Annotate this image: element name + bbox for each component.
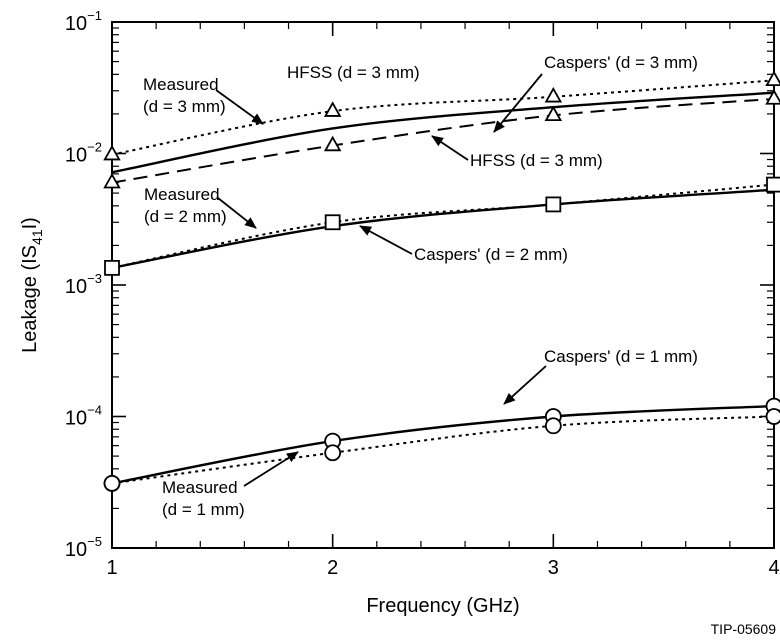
annotation-hfss-3mm-upper: HFSS (d = 3 mm) <box>287 63 420 82</box>
triangle-marker <box>323 101 342 117</box>
y-axis-label-end: I) <box>19 217 41 229</box>
series-line-4 <box>111 188 775 270</box>
annotation-measured-1mm-arrow <box>243 451 299 487</box>
annotation-caspers-1mm-arrow <box>503 365 547 405</box>
annotation-caspers-2mm: Caspers' (d = 2 mm) <box>414 245 568 264</box>
annotation-caspers-3mm-arrow <box>493 73 543 133</box>
square-marker <box>766 176 780 193</box>
y-tick-label: 10−1 <box>65 8 102 35</box>
annotation-caspers-2mm-arrow <box>359 225 413 255</box>
circle-marker <box>544 417 562 435</box>
x-tick-label: 3 <box>548 557 559 579</box>
annotation-measured-2mm: Measured (d = 2 mm) <box>144 185 227 226</box>
figure-credit: TIP-05609 <box>711 621 777 637</box>
y-tick-labels: 10−5 10−4 10−3 10−2 10−1 <box>65 8 102 561</box>
annotation-measured-3mm: Measured (d = 3 mm) <box>143 75 226 116</box>
square-marker <box>545 196 562 213</box>
triangle-marker <box>765 70 780 87</box>
triangle-marker <box>103 144 121 161</box>
y-tick-label: 10−4 <box>65 403 102 430</box>
x-tick-labels: 1 2 3 4 <box>106 557 779 579</box>
annotation-measured-2mm-arrow <box>217 197 257 229</box>
series-line-3 <box>111 183 775 269</box>
x-axis-label: Frequency (GHz) <box>366 595 519 617</box>
y-tick-label: 10−2 <box>65 140 102 167</box>
circle-marker <box>324 444 342 462</box>
y-axis-label-main: Leakage (IS <box>19 245 41 353</box>
triangle-marker <box>765 89 780 105</box>
x-tick-label: 2 <box>327 557 338 579</box>
y-tick-label: 10−3 <box>65 271 102 298</box>
series-line-1 <box>111 91 775 174</box>
x-tick-label: 1 <box>106 557 117 579</box>
triangle-marker <box>544 86 563 103</box>
triangle-marker <box>103 172 121 189</box>
triangle-marker <box>544 105 563 122</box>
annotation-layer: HFSS (d = 3 mm) Caspers' (d = 3 mm) Meas… <box>143 53 698 519</box>
series-line-6 <box>111 415 775 485</box>
triangle-marker <box>323 135 342 152</box>
square-marker <box>104 259 120 276</box>
y-axis-label: Leakage (IS41I) <box>19 217 45 353</box>
y-tick-label: 10−5 <box>65 534 102 561</box>
annotation-measured-1mm: Measured (d = 1 mm) <box>162 478 245 519</box>
circle-marker <box>765 408 780 425</box>
square-marker <box>324 214 341 231</box>
y-axis-label-sub: 41 <box>29 229 45 245</box>
axis-ticks <box>111 21 775 549</box>
x-tick-label: 4 <box>768 557 779 579</box>
annotation-hfss-3mm-lower: HFSS (d = 3 mm) <box>470 151 603 170</box>
annotation-caspers-3mm: Caspers' (d = 3 mm) <box>544 53 698 72</box>
annotation-hfss-3mm-lower-arrow <box>431 135 469 161</box>
series-layer <box>111 79 775 485</box>
series-line-2 <box>111 97 775 184</box>
annotation-caspers-1mm: Caspers' (d = 1 mm) <box>544 347 698 366</box>
marker-layer <box>103 70 780 492</box>
circle-marker <box>103 474 121 492</box>
series-line-5 <box>111 404 775 485</box>
annotation-measured-3mm-arrow <box>215 89 264 125</box>
series-line-0 <box>111 79 775 156</box>
